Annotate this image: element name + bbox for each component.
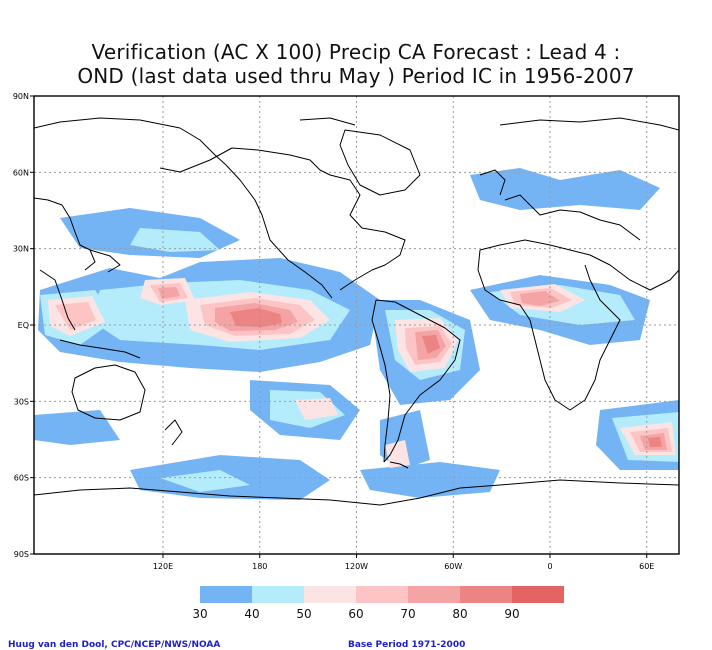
shade-region xyxy=(230,308,662,447)
credit-author: Huug van den Dool, CPC/NCEP/NWS/NOAA xyxy=(8,640,221,650)
lat-tick-label: 90S xyxy=(14,550,29,559)
colorbar-label: 70 xyxy=(400,607,415,621)
lat-tick-label: 30S xyxy=(14,397,29,406)
colorbar-label: 60 xyxy=(348,607,363,621)
colorbar-label: 30 xyxy=(192,607,207,621)
lon-tick-label: 60E xyxy=(639,562,654,571)
colorbar-swatch xyxy=(512,586,564,603)
colorbar-swatch xyxy=(460,586,512,603)
colorbar-swatch xyxy=(252,586,304,603)
lat-tick-label: 90N xyxy=(13,92,29,101)
credit-base-period: Base Period 1971-2000 xyxy=(348,640,466,650)
colorbar-label: 80 xyxy=(452,607,467,621)
lon-tick-label: 60W xyxy=(444,562,462,571)
colorbar-swatch xyxy=(304,586,356,603)
latitude-axis: 90N 60N 30N EQ 30S 60S 90S xyxy=(13,92,34,559)
colorbar-swatch xyxy=(200,586,252,603)
colorbar-swatch xyxy=(408,586,460,603)
lat-tick-label: 30N xyxy=(13,245,29,254)
lon-tick-label: 120E xyxy=(153,562,173,571)
lat-tick-label: 60N xyxy=(13,168,29,177)
lon-tick-label: 0 xyxy=(547,562,552,571)
map-title-line-2: OND (last data used thru May ) Period IC… xyxy=(77,64,635,88)
colorbar-label: 50 xyxy=(296,607,311,621)
lat-tick-label: 60S xyxy=(14,474,29,483)
map-title-line-1: Verification (AC X 100) Precip CA Foreca… xyxy=(91,40,621,64)
graticule xyxy=(34,96,679,554)
lon-tick-label: 120W xyxy=(345,562,368,571)
colorbar-label: 40 xyxy=(244,607,259,621)
lat-tick-label: EQ xyxy=(18,321,29,330)
colorbar-label: 90 xyxy=(504,607,519,621)
colorbar: 30 40 50 60 70 80 90 xyxy=(192,586,564,621)
coastlines xyxy=(34,117,679,506)
longitude-axis: 120E 180 120W 60W 0 60E xyxy=(153,554,654,571)
colorbar-swatch xyxy=(356,586,408,603)
correlation-shading xyxy=(34,168,679,500)
lon-tick-label: 180 xyxy=(252,562,267,571)
